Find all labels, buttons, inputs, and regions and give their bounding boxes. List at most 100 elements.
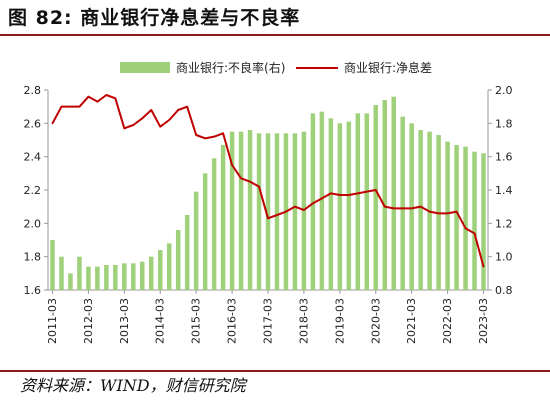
x-tick-label: 2017-03 <box>262 298 275 344</box>
bar <box>140 261 145 290</box>
line-point <box>482 265 485 268</box>
legend-swatch-bar <box>120 62 170 73</box>
bar <box>265 133 271 290</box>
line-point <box>60 105 63 108</box>
y-right-tick-label: 0.8 <box>495 284 513 297</box>
legend: 商业银行:不良率(右) 商业银行:净息差 <box>120 60 432 75</box>
line-point <box>123 127 126 130</box>
line-point <box>348 194 350 196</box>
bar <box>122 263 127 290</box>
line-point <box>150 109 153 111</box>
line-point <box>401 207 404 210</box>
line-point <box>356 192 359 195</box>
y-left-tick-label: 1.8 <box>24 251 42 264</box>
bar <box>211 158 217 290</box>
bar <box>113 265 118 290</box>
bar <box>247 130 253 290</box>
x-tick-label: 2016-03 <box>226 298 239 344</box>
bar <box>310 113 316 290</box>
line-point <box>383 205 386 208</box>
top-rule <box>0 34 550 36</box>
bar <box>382 100 387 290</box>
line-point <box>213 135 215 138</box>
bar <box>445 141 450 290</box>
y-left-tick-label: 2.0 <box>24 217 42 230</box>
y-left-tick-label: 2.4 <box>24 151 42 164</box>
bar <box>238 131 244 290</box>
y-right-tick-label: 2.0 <box>495 84 513 97</box>
line-point <box>195 134 197 136</box>
bar <box>346 121 352 291</box>
bar <box>131 263 136 290</box>
bar <box>229 131 235 290</box>
bar <box>158 250 163 290</box>
x-tick-label: 2012-03 <box>82 298 95 344</box>
bar <box>202 173 208 290</box>
line-point <box>392 207 395 210</box>
line-point <box>105 94 108 96</box>
line-point <box>455 210 458 213</box>
legend-label-bar: 商业银行:不良率(右) <box>176 60 285 75</box>
bar <box>409 123 414 290</box>
line-point <box>231 164 233 166</box>
line-point <box>464 227 467 230</box>
line-point <box>428 210 431 213</box>
line-point <box>419 205 422 208</box>
line-point <box>222 132 224 135</box>
line-point <box>168 119 171 121</box>
x-tick-label: 2021-03 <box>405 298 418 344</box>
bar <box>166 243 172 290</box>
y-left-tick-label: 2.2 <box>24 184 42 197</box>
line-point <box>114 97 117 100</box>
y-left-tick-label: 2.6 <box>24 117 42 130</box>
bar <box>364 113 370 290</box>
line-point <box>276 214 278 216</box>
bar <box>95 266 100 290</box>
line-point <box>330 192 332 195</box>
line-point <box>312 202 314 205</box>
line-point <box>249 180 251 183</box>
bar <box>256 133 262 290</box>
line-point <box>446 212 449 215</box>
figure-title: 图 82: 商业银行净息差与不良率 <box>8 4 300 32</box>
line-point <box>294 205 296 208</box>
x-tick-label: 2020-03 <box>369 298 382 344</box>
bottom-rule <box>0 370 550 372</box>
bar <box>193 191 199 290</box>
bars <box>50 96 486 291</box>
line-point <box>437 212 440 215</box>
line-point <box>159 125 162 128</box>
axes: 1.6 1.8 2.0 2.2 2.4 2.6 2.8 0.8 1.0 1.2 1.4 1.6 1.8 2… <box>24 84 513 344</box>
line-point <box>78 105 81 108</box>
x-tick-label: 2019-03 <box>333 298 346 344</box>
bar <box>175 230 181 290</box>
bar <box>463 146 468 290</box>
line-point <box>204 137 206 140</box>
line-point <box>303 209 305 211</box>
line-point <box>87 95 90 98</box>
line-point <box>141 117 144 120</box>
bar <box>454 145 459 290</box>
line-point <box>410 207 413 210</box>
line-point <box>96 100 99 103</box>
bar <box>355 113 361 290</box>
x-tick-label: 2023-03 <box>477 298 490 344</box>
y-left-tick-label: 1.6 <box>24 284 42 297</box>
y-right-tick-label: 1.8 <box>495 117 513 130</box>
x-tick-label: 2013-03 <box>118 298 131 344</box>
line-point <box>258 185 260 188</box>
line-point <box>186 105 188 108</box>
x-tick-label: 2014-03 <box>154 298 167 344</box>
legend-label-line: 商业银行:净息差 <box>344 60 432 75</box>
bar <box>292 133 298 290</box>
bar <box>59 256 64 290</box>
y-right-tick-label: 1.0 <box>495 251 513 264</box>
bar <box>391 96 396 291</box>
figure-label: 图 82: <box>8 7 73 29</box>
bar <box>68 273 73 290</box>
bar <box>373 105 378 290</box>
bar <box>184 215 190 290</box>
bar <box>149 256 154 290</box>
bar <box>220 145 226 290</box>
x-tick-label: 2015-03 <box>190 298 203 344</box>
